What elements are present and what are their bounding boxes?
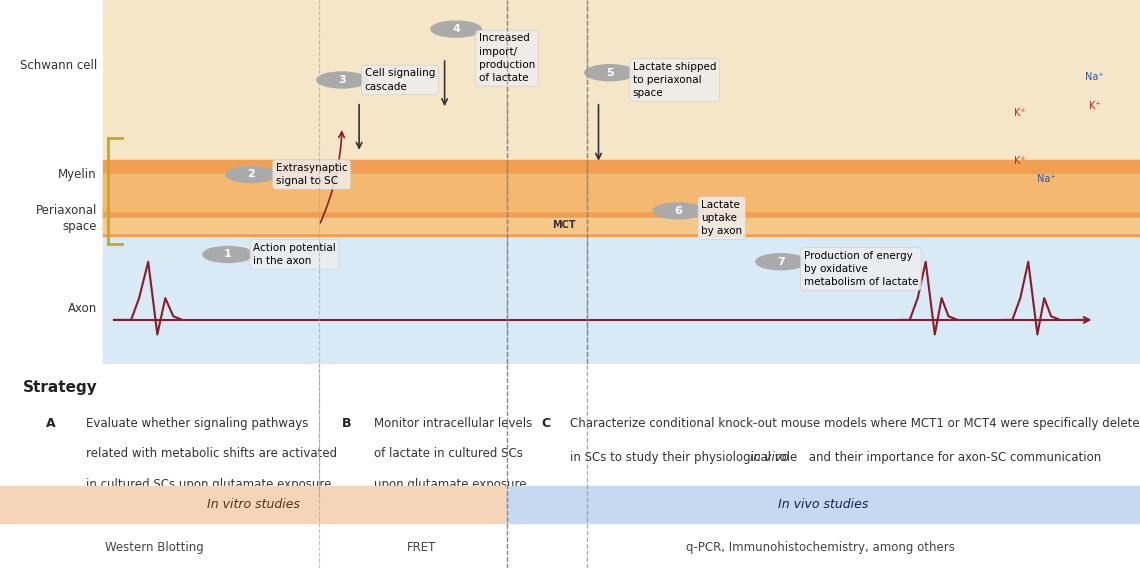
Circle shape	[317, 72, 367, 88]
Text: 2: 2	[247, 169, 254, 179]
Text: 3: 3	[339, 75, 345, 85]
Circle shape	[203, 247, 253, 262]
Text: 5: 5	[606, 68, 613, 78]
Bar	[103, 207, 1140, 236]
Text: q-PCR, Immunohistochemistry, among others: q-PCR, Immunohistochemistry, among other…	[686, 541, 955, 554]
Text: B: B	[342, 417, 351, 429]
Text: Lactate shipped
to periaxonal
space: Lactate shipped to periaxonal space	[633, 62, 716, 98]
Circle shape	[585, 65, 635, 81]
Text: Extrasynaptic
signal to SC: Extrasynaptic signal to SC	[276, 163, 348, 186]
Text: Schwann cell: Schwann cell	[19, 59, 97, 72]
Bar	[103, 160, 1140, 225]
Text: C: C	[542, 417, 551, 429]
Circle shape	[226, 166, 276, 182]
Text: Action potential
in the axon: Action potential in the axon	[253, 243, 336, 266]
Text: K⁺: K⁺	[1015, 108, 1026, 118]
Text: Strategy: Strategy	[23, 380, 98, 395]
Text: Lactate
uptake
by axon: Lactate uptake by axon	[701, 200, 742, 236]
Text: 1: 1	[225, 249, 231, 260]
Text: Axon: Axon	[67, 303, 97, 315]
Text: Cell signaling
cascade: Cell signaling cascade	[365, 68, 435, 91]
Text: in vivo: in vivo	[750, 452, 789, 465]
Text: Characterize conditional knock-out mouse models where MCT1 or MCT4 were specific: Characterize conditional knock-out mouse…	[570, 417, 1140, 429]
Text: 4: 4	[453, 24, 459, 34]
Text: upon glutamate exposure: upon glutamate exposure	[374, 478, 527, 491]
Text: and their importance for axon-SC communication: and their importance for axon-SC communi…	[805, 452, 1101, 465]
Text: Myelin: Myelin	[58, 168, 97, 181]
Text: K⁺: K⁺	[1015, 156, 1026, 166]
Text: Western Blotting: Western Blotting	[105, 541, 203, 554]
Text: of lactate in cultured SCs: of lactate in cultured SCs	[374, 448, 523, 460]
Text: A: A	[46, 417, 55, 429]
Bar	[507, 486, 1140, 523]
Text: 7: 7	[777, 257, 784, 267]
Text: FRET: FRET	[407, 541, 437, 554]
Bar	[103, 0, 1140, 164]
Text: K⁺: K⁺	[1089, 101, 1100, 111]
Bar	[103, 174, 1140, 211]
Circle shape	[756, 254, 806, 270]
Text: 6: 6	[675, 206, 682, 216]
Text: Na⁺: Na⁺	[1085, 72, 1104, 82]
Text: Increased
import/
production
of lactate: Increased import/ production of lactate	[479, 34, 535, 83]
Bar	[0, 486, 507, 523]
Circle shape	[653, 203, 703, 219]
Text: Production of energy
by oxidative
metabolism of lactate: Production of energy by oxidative metabo…	[804, 251, 918, 287]
Bar	[103, 225, 1140, 364]
Text: Evaluate whether signaling pathways: Evaluate whether signaling pathways	[86, 417, 308, 429]
Circle shape	[431, 21, 481, 37]
Text: Periaxonal
space: Periaxonal space	[35, 203, 97, 233]
Text: Na⁺: Na⁺	[1037, 174, 1056, 184]
Text: related with metabolic shifts are activated: related with metabolic shifts are activa…	[86, 448, 336, 460]
Text: MCT: MCT	[553, 220, 576, 231]
Text: in SCs to study their physiological role: in SCs to study their physiological role	[570, 452, 801, 465]
Bar	[103, 218, 1140, 233]
Text: In vitro studies: In vitro studies	[207, 498, 300, 511]
Text: In vivo studies: In vivo studies	[779, 498, 869, 511]
Text: in cultured SCs upon glutamate exposure: in cultured SCs upon glutamate exposure	[86, 478, 331, 491]
Text: Monitor intracellular levels: Monitor intracellular levels	[374, 417, 532, 429]
